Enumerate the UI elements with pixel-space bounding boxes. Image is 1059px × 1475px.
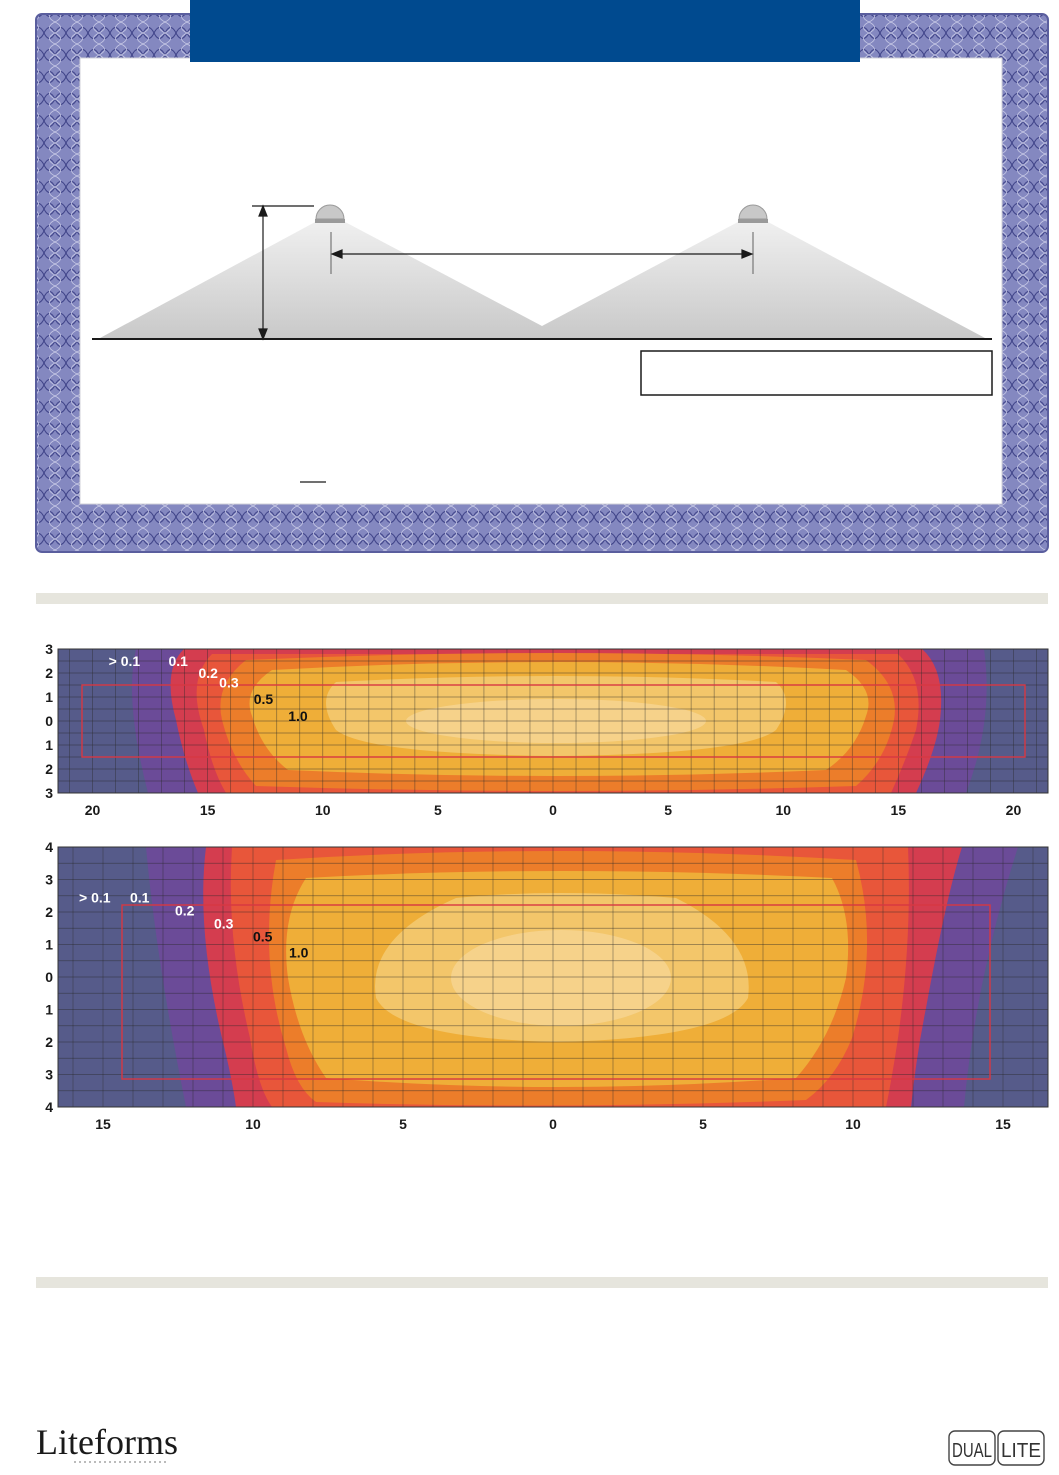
- coverage-diagram: [92, 204, 992, 341]
- x-tick-label: 20: [85, 802, 101, 818]
- section-rule-top: [36, 593, 1048, 604]
- y-tick-label: 4: [45, 1099, 53, 1115]
- svg-text:Liteforms: Liteforms: [36, 1422, 178, 1462]
- y-tick-label: 2: [45, 761, 53, 777]
- contour-label: 0.3: [214, 915, 234, 931]
- light-cone-right: [542, 214, 985, 338]
- contour-label: > 0.1: [109, 653, 141, 669]
- x-tick-label: 10: [845, 1116, 861, 1132]
- certificate-panel: [35, 0, 1049, 553]
- light-cone-left: [100, 214, 542, 338]
- svg-text:DUAL: DUAL: [952, 1440, 992, 1462]
- contour-label: 0.3: [219, 674, 239, 690]
- header-bar: [190, 0, 860, 62]
- fixture-left: [315, 204, 345, 220]
- fixture-right: [738, 204, 768, 220]
- contour-label: 0.5: [254, 691, 274, 707]
- room-outline: [121, 904, 991, 1080]
- x-tick-label: 5: [434, 802, 442, 818]
- y-tick-label: 3: [45, 641, 53, 657]
- y-tick-label: 0: [45, 713, 53, 729]
- contour-label: 0.1: [169, 653, 189, 669]
- x-tick-label: 10: [315, 802, 331, 818]
- y-tick-label: 2: [45, 904, 53, 920]
- y-tick-label: 1: [45, 737, 53, 753]
- svg-text:LITE: LITE: [1001, 1440, 1041, 1462]
- plot-grid: [58, 649, 1048, 793]
- x-tick-label: 15: [995, 1116, 1011, 1132]
- x-tick-label: 0: [549, 1116, 557, 1132]
- y-tick-label: 1: [45, 937, 53, 953]
- contour-label: 0.1: [130, 889, 150, 905]
- x-tick-label: 10: [245, 1116, 261, 1132]
- contour-label: 1.0: [288, 708, 308, 724]
- x-tick-label: 15: [95, 1116, 111, 1132]
- x-tick-label: 5: [664, 802, 672, 818]
- room-outline: [81, 684, 1026, 758]
- plot-grid: [58, 847, 1048, 1107]
- y-tick-label: 3: [45, 1067, 53, 1083]
- y-tick-label: 2: [45, 665, 53, 681]
- section-rule-bottom: [36, 1277, 1048, 1288]
- x-tick-label: 0: [549, 802, 557, 818]
- x-tick-label: 15: [200, 802, 216, 818]
- y-tick-label: 1: [45, 689, 53, 705]
- x-tick-label: 20: [1006, 802, 1022, 818]
- x-tick-label: 5: [699, 1116, 707, 1132]
- y-tick-label: 3: [45, 872, 53, 888]
- spacing-dimension: [330, 232, 754, 274]
- contour-label: 1.0: [289, 945, 309, 961]
- y-tick-label: 0: [45, 969, 53, 985]
- height-dimension: [252, 204, 314, 341]
- x-tick-label: 15: [891, 802, 907, 818]
- contour-label: 0.2: [198, 665, 218, 681]
- liteforms-logo: Liteforms: [36, 1420, 196, 1470]
- y-tick-label: 4: [45, 839, 53, 855]
- contour-label: > 0.1: [79, 889, 111, 905]
- contour-label: 0.2: [175, 902, 195, 918]
- contour-label: 0.5: [253, 928, 273, 944]
- x-tick-label: 5: [399, 1116, 407, 1132]
- label-box: [640, 350, 993, 396]
- dual-lite-logo: DUAL LITE: [948, 1428, 1048, 1468]
- y-tick-label: 3: [45, 785, 53, 801]
- x-tick-label: 10: [775, 802, 791, 818]
- y-tick-label: 2: [45, 1034, 53, 1050]
- y-tick-label: 1: [45, 1002, 53, 1018]
